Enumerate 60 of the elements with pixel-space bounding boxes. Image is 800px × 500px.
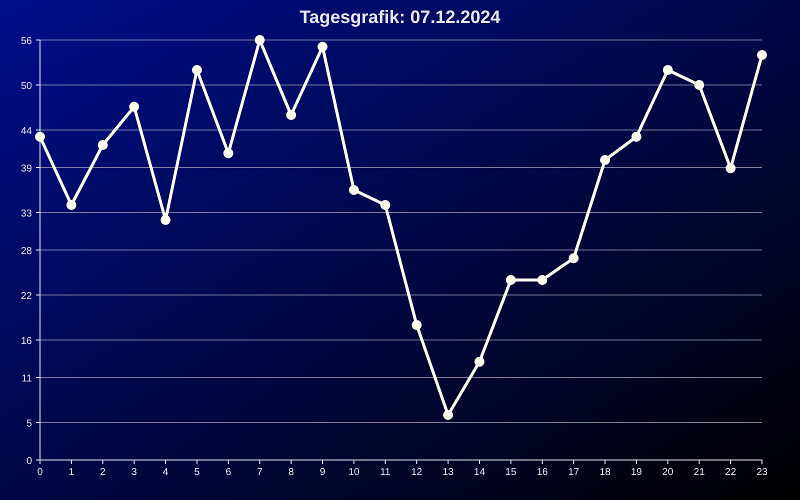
x-tick-label: 3	[131, 467, 138, 478]
x-tick-label: 12	[411, 467, 423, 478]
y-tick-label: 56	[20, 36, 32, 47]
point	[129, 102, 140, 112]
x-tick-label: 10	[348, 467, 360, 478]
y-tick-label: 28	[20, 246, 32, 257]
point	[600, 155, 610, 165]
point	[318, 42, 328, 52]
x-tick-label: 1	[68, 467, 75, 478]
x-tick-label: 13	[442, 467, 454, 478]
point	[662, 65, 673, 75]
x-tick-label: 6	[226, 467, 232, 478]
point	[412, 320, 422, 330]
x-tick-label: 17	[568, 467, 580, 478]
x-tick-label: 18	[599, 467, 612, 478]
x-tick-label: 16	[536, 467, 548, 478]
chart-title: Tagesgrafik: 07.12.2024	[300, 7, 500, 27]
point	[286, 110, 296, 120]
y-tick-label: 11	[22, 374, 32, 384]
x-tick-label: 0	[37, 467, 44, 478]
y-tick-label: 5	[26, 418, 32, 430]
point	[223, 148, 234, 158]
x-tick-label: 2	[100, 467, 106, 478]
x-tick-label: 22	[725, 467, 737, 478]
point	[537, 275, 548, 285]
x-tick-label: 14	[474, 467, 486, 478]
point	[98, 140, 108, 150]
y-tick-label: 50	[20, 81, 32, 92]
y-tick-label: 33	[20, 208, 32, 220]
y-tick-label: 39	[20, 164, 32, 174]
x-tick-label: 4	[162, 467, 169, 478]
x-tick-label: 19	[630, 467, 642, 478]
x-tick-label: 20	[662, 467, 674, 478]
point	[568, 253, 579, 264]
x-tick-label: 23	[756, 467, 768, 478]
x-tick-label: 15	[505, 467, 517, 478]
x-tick-label: 5	[194, 467, 200, 478]
point	[506, 275, 516, 285]
point	[35, 132, 45, 142]
point	[348, 185, 359, 195]
point	[192, 65, 202, 75]
point	[726, 163, 736, 174]
y-tick-label: 44	[20, 126, 32, 137]
point	[254, 35, 265, 45]
point	[160, 215, 171, 225]
x-tick-label: 9	[320, 467, 326, 478]
point	[631, 132, 642, 142]
y-tick-label: 16	[20, 336, 32, 347]
point	[474, 356, 484, 367]
x-tick-label: 11	[380, 467, 391, 478]
point	[380, 200, 390, 210]
point	[757, 50, 767, 60]
point	[443, 410, 454, 420]
y-tick-label: 22	[20, 291, 32, 302]
point	[66, 200, 76, 210]
x-tick-label: 21	[694, 467, 706, 478]
x-tick-label: 7	[256, 467, 263, 478]
y-tick-label: 0	[26, 456, 32, 467]
point	[694, 80, 704, 90]
x-tick-label: 8	[288, 467, 294, 478]
